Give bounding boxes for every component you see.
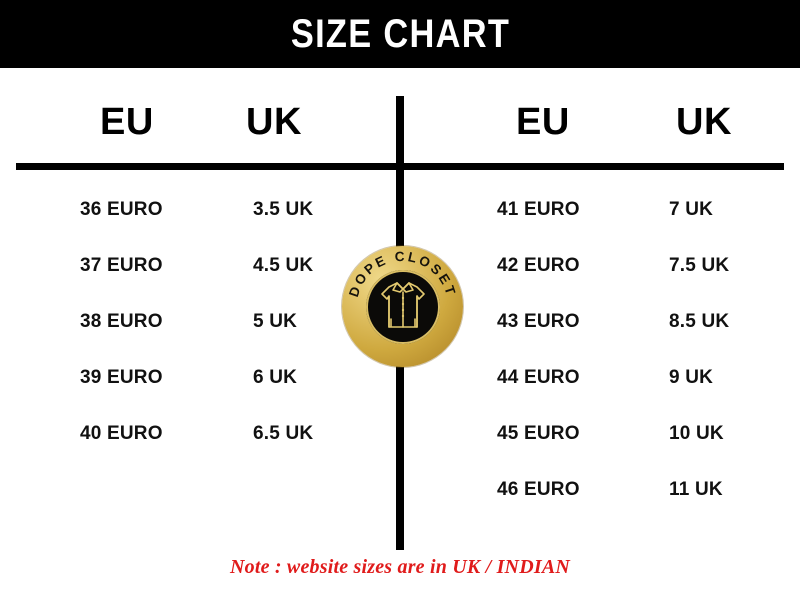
- cell-uk-right: 7.5 UK: [669, 255, 730, 276]
- header-bar: SIZE CHART: [0, 0, 800, 68]
- cell-eu-right: 43 EURO: [497, 311, 580, 332]
- cell-eu-left: 39 EURO: [80, 367, 163, 388]
- column-header-eu-left: EU: [100, 101, 154, 143]
- cell-uk-left: 6 UK: [253, 367, 298, 388]
- column-header-uk-right: UK: [676, 101, 732, 143]
- shirt-icon: [380, 281, 425, 328]
- cell-uk-right: 9 UK: [669, 367, 714, 388]
- cell-eu-left: 40 EURO: [80, 423, 163, 444]
- cell-eu-left: 36 EURO: [80, 199, 163, 220]
- cell-eu-right: 45 EURO: [497, 423, 580, 444]
- cell-uk-right: 7 UK: [669, 199, 714, 220]
- cell-uk-right: 11 UK: [669, 479, 723, 500]
- cell-eu-left: 37 EURO: [80, 255, 163, 276]
- cell-uk-right: 8.5 UK: [669, 311, 730, 332]
- cell-eu-right: 44 EURO: [497, 367, 580, 388]
- footer-note: Note : website sizes are in UK / INDIAN: [229, 556, 571, 578]
- page-title: SIZE CHART: [290, 12, 510, 56]
- cell-uk-right: 10 UK: [669, 423, 724, 444]
- cell-eu-left: 38 EURO: [80, 311, 163, 332]
- cell-uk-left: 4.5 UK: [253, 255, 314, 276]
- column-header-uk-left: UK: [246, 101, 302, 143]
- cell-uk-left: 6.5 UK: [253, 423, 314, 444]
- cell-uk-left: 3.5 UK: [253, 199, 314, 220]
- column-header-eu-right: EU: [516, 101, 570, 143]
- brand-logo: DOPE CLOSET CLOTHES YOU CRAVE: [342, 246, 463, 367]
- cell-eu-right: 42 EURO: [497, 255, 580, 276]
- cell-eu-right: 46 EURO: [497, 479, 580, 500]
- cell-eu-right: 41 EURO: [497, 199, 580, 220]
- cell-uk-left: 5 UK: [253, 311, 298, 332]
